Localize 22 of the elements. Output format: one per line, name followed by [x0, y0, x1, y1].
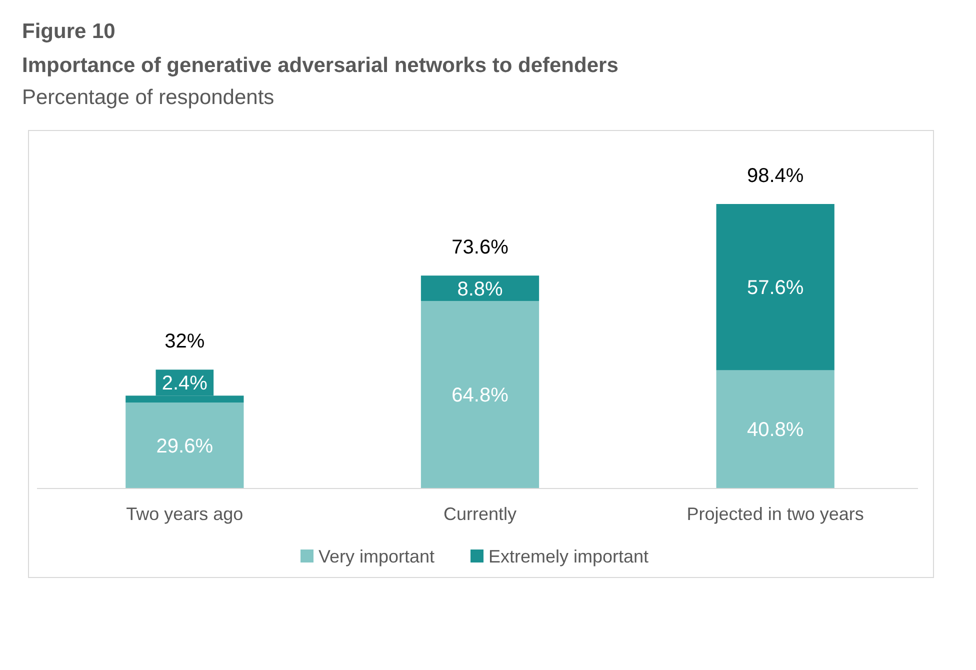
chart-subtitle: Percentage of respondents: [22, 86, 274, 109]
legend-label: Very important: [318, 546, 435, 566]
bar: [126, 402, 244, 488]
bar: [420, 276, 540, 301]
bar: [716, 370, 834, 488]
bar: [716, 204, 834, 370]
legend-label: Extremely important: [488, 546, 649, 566]
total-label: 32%: [164, 330, 205, 353]
total-label: 73.6%: [452, 236, 509, 259]
data-label: 57.6%: [746, 277, 804, 300]
data-label: 64.8%: [452, 384, 509, 406]
caption: Figure 10: [22, 20, 116, 43]
x-tick-label: Two years ago: [126, 504, 244, 524]
data-label: 8.8%: [457, 278, 504, 300]
x-tick-label: Projected in two years: [686, 504, 864, 524]
data-label: 2.4%: [162, 372, 208, 395]
bar: [420, 300, 540, 488]
x-tick-label: Currently: [443, 504, 517, 524]
chart-title: Importance of generative adversarial networks to defenders: [22, 54, 618, 77]
total-label: 98.4%: [746, 165, 804, 187]
data-label: 29.6%: [156, 435, 214, 458]
data-label: 40.8%: [746, 419, 804, 442]
